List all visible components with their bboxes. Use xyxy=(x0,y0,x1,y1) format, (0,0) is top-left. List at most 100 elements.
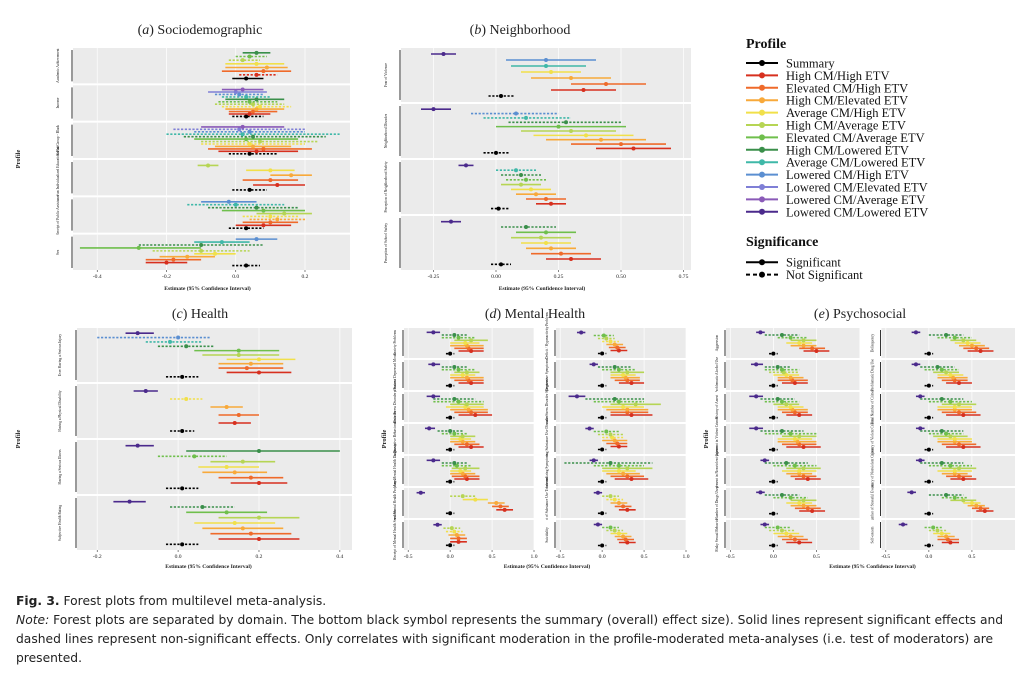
estimate-point xyxy=(926,511,931,516)
estimate-point xyxy=(224,510,229,515)
estimate-point xyxy=(595,490,600,495)
estimate-point xyxy=(127,499,132,504)
estimate-point xyxy=(779,333,784,337)
facet-label: Income xyxy=(56,97,60,108)
panel-title-text: ) Health xyxy=(183,307,228,322)
x-axis-label: Estimate (95% Confidence Interval) xyxy=(504,563,591,570)
estimate-point xyxy=(254,205,259,210)
estimate-point xyxy=(224,405,229,409)
panel-title: (d) Mental Health xyxy=(485,307,585,322)
estimate-point xyxy=(779,399,784,404)
estimate-point xyxy=(257,104,262,109)
estimate-point xyxy=(621,405,626,409)
estimate-point xyxy=(143,389,148,393)
facet-label: Number of Stressful Events xyxy=(871,482,875,522)
estimate-point xyxy=(944,333,949,337)
estimate-point xyxy=(797,413,802,417)
estimate-point xyxy=(612,438,617,443)
x-tick-label: -0.5 xyxy=(404,554,413,560)
estimate-point xyxy=(775,365,780,369)
legend-swatch-point xyxy=(759,134,765,141)
x-tick-label: -0.4 xyxy=(93,274,102,280)
estimate-point xyxy=(754,362,759,367)
legend-sig-point xyxy=(759,259,765,266)
estimate-point xyxy=(600,351,605,356)
estimate-point xyxy=(244,137,249,142)
panel-c-health: (c) Health Profile Ever Having a Serious I… xyxy=(15,307,352,570)
estimate-point xyxy=(926,479,931,484)
estimate-point xyxy=(261,223,266,228)
y-axis-label: Profile xyxy=(381,430,388,449)
estimate-point xyxy=(771,543,776,548)
x-tick-label: 0.0 xyxy=(599,554,606,560)
panel-title-text: ) Sociodemographic xyxy=(149,23,262,38)
estimate-point xyxy=(184,397,189,401)
estimate-point xyxy=(452,333,457,337)
estimate-point xyxy=(254,107,259,112)
estimate-point xyxy=(604,82,608,86)
facet-panel xyxy=(404,488,534,518)
estimate-point xyxy=(978,349,983,353)
estimate-point xyxy=(212,251,217,256)
estimate-point xyxy=(814,349,819,353)
estimate-point xyxy=(926,383,931,388)
estimate-point xyxy=(244,76,249,81)
estimate-point xyxy=(948,434,953,439)
estimate-point xyxy=(974,346,979,351)
estimate-point xyxy=(957,381,962,385)
facet-label: History of Arrest xyxy=(715,395,719,419)
estimate-point xyxy=(805,477,810,481)
estimate-point xyxy=(254,149,259,154)
x-tick-label: 0.0 xyxy=(925,554,932,560)
estimate-point xyxy=(600,543,605,548)
estimate-point xyxy=(456,539,461,544)
panel-title-letter: e xyxy=(819,307,825,322)
estimate-point xyxy=(544,230,548,235)
estimate-point xyxy=(569,257,573,261)
estimate-point xyxy=(460,439,465,444)
estimate-point xyxy=(629,381,634,385)
estimate-point xyxy=(232,470,237,475)
estimate-point xyxy=(797,501,802,505)
estimate-point xyxy=(944,493,949,497)
estimate-point xyxy=(801,445,806,449)
estimate-point xyxy=(268,168,273,173)
estimate-point xyxy=(544,58,548,62)
estimate-point xyxy=(256,481,261,485)
estimate-point xyxy=(599,137,603,142)
estimate-point xyxy=(564,120,568,125)
estimate-point xyxy=(251,134,256,139)
estimate-point xyxy=(771,415,776,420)
estimate-point xyxy=(788,495,793,500)
facet-label: Posttraumatic Stress Disorder / Trauma xyxy=(393,378,397,435)
estimate-point xyxy=(792,410,797,415)
estimate-point xyxy=(939,367,944,372)
panel-b-neighborhood: (b) Neighborhood Fear of Violence Neighbor… xyxy=(373,23,691,292)
legend-profile-item: Average CM/High ETV xyxy=(786,106,906,120)
estimate-point xyxy=(801,338,806,343)
estimate-point xyxy=(758,490,763,495)
panel-title-paren: ( xyxy=(172,307,177,322)
estimate-point xyxy=(621,534,626,539)
estimate-point xyxy=(534,192,538,197)
estimate-point xyxy=(240,87,245,92)
legend-profile-item: Lowered CM/Average ETV xyxy=(786,193,925,207)
estimate-point xyxy=(788,335,793,340)
facet-panel xyxy=(73,48,350,84)
estimate-point xyxy=(264,65,269,70)
estimate-point xyxy=(779,528,784,533)
y-axis-label: Profile xyxy=(15,150,22,169)
estimate-point xyxy=(499,262,503,267)
estimate-point xyxy=(795,439,800,444)
x-tick-label: -0.5 xyxy=(881,554,890,560)
estimate-point xyxy=(616,348,621,353)
estimate-point xyxy=(456,536,461,541)
facet-label: Delinquency xyxy=(871,334,875,353)
facet-label: General Mental Health Problems xyxy=(393,479,397,527)
estimate-point xyxy=(458,469,463,473)
x-tick-label: 0.5 xyxy=(641,554,648,560)
estimate-point xyxy=(792,381,797,385)
estimate-point xyxy=(268,214,273,219)
estimate-point xyxy=(244,263,249,268)
estimate-point xyxy=(164,260,169,265)
